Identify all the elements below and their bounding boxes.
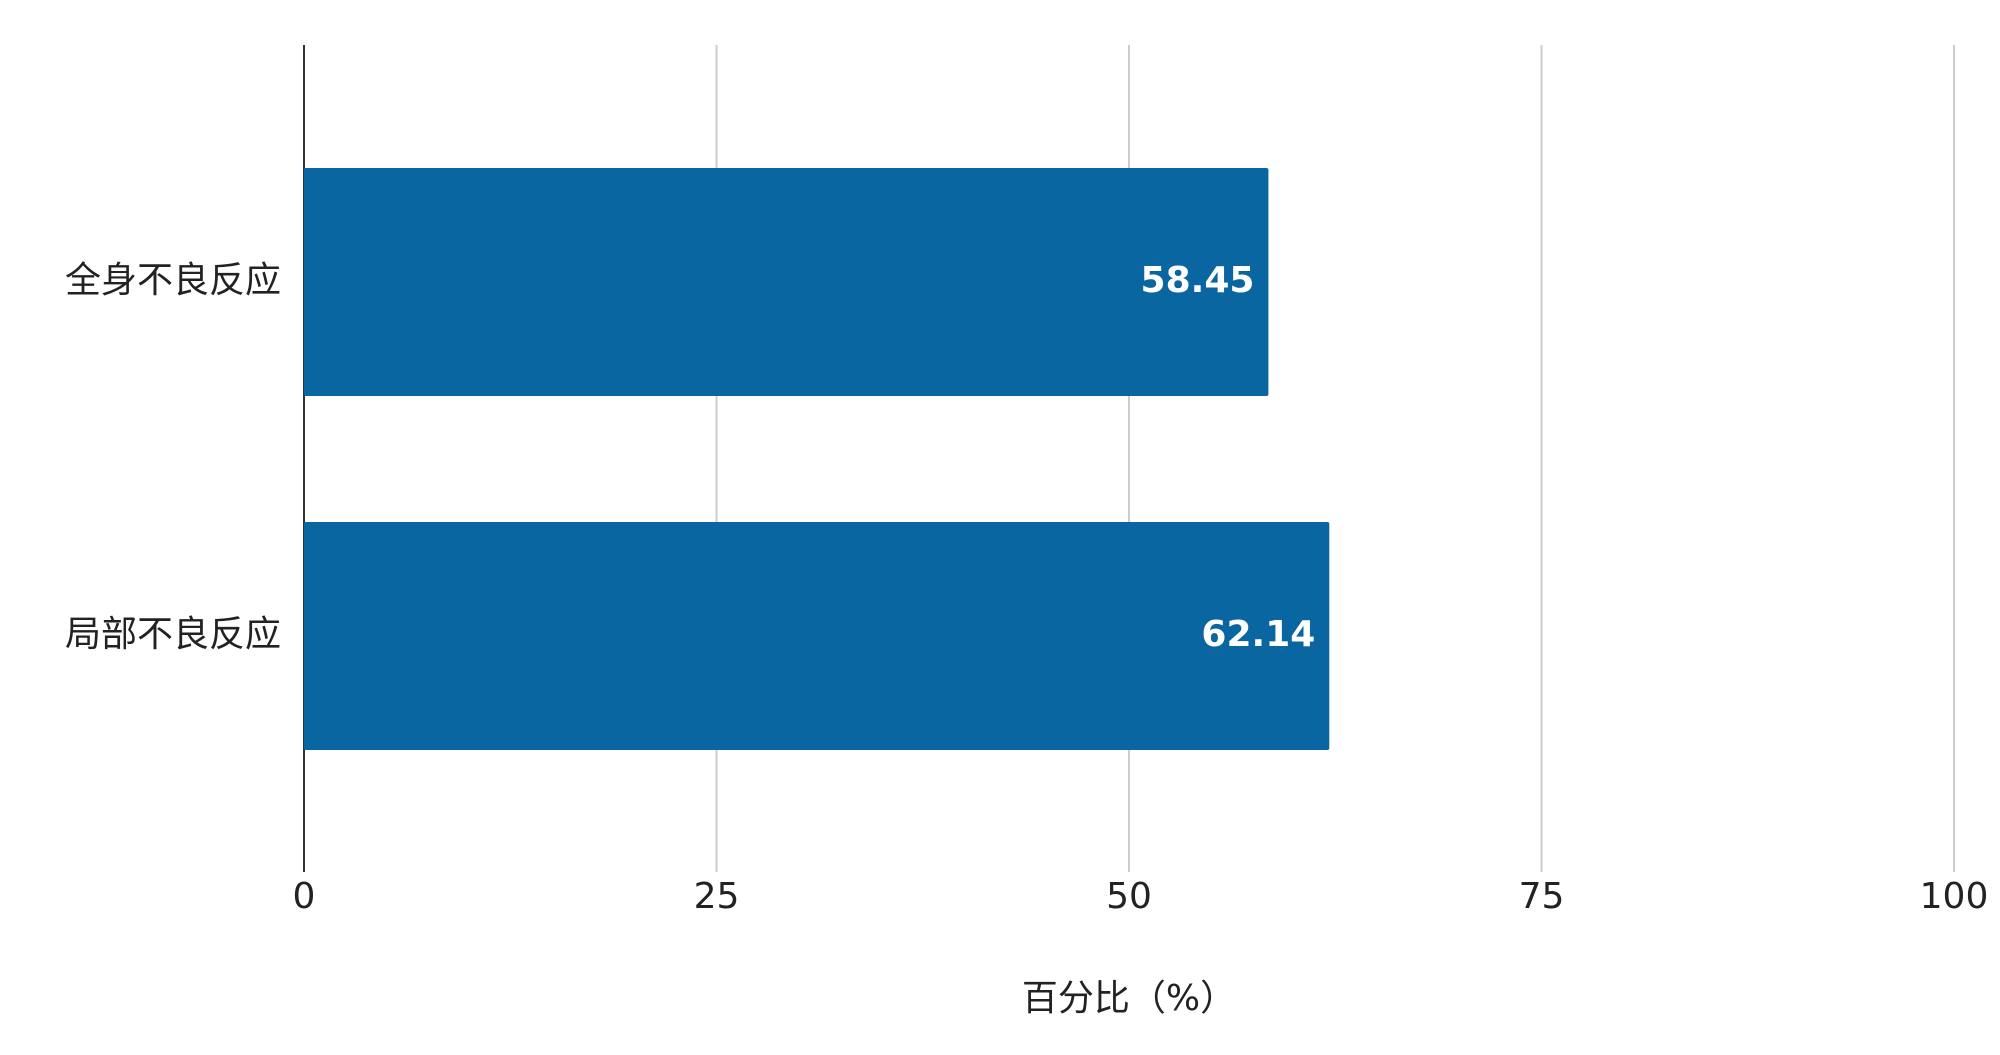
x-tick-label: 25 (694, 876, 740, 917)
x-tick-label: 75 (1519, 876, 1565, 917)
value-label: 62.14 (1201, 614, 1315, 655)
bar (304, 522, 1330, 750)
x-tick-label: 50 (1106, 876, 1152, 917)
y-tick-label: 局部不良反应 (65, 614, 281, 655)
bar (304, 168, 1269, 396)
y-tick-label: 全身不良反应 (65, 260, 281, 301)
x-tick-label: 100 (1920, 876, 1989, 917)
value-label: 58.45 (1141, 260, 1255, 301)
x-axis-title: 百分比（%） (1022, 978, 1236, 1019)
x-tick-label: 0 (293, 876, 316, 917)
